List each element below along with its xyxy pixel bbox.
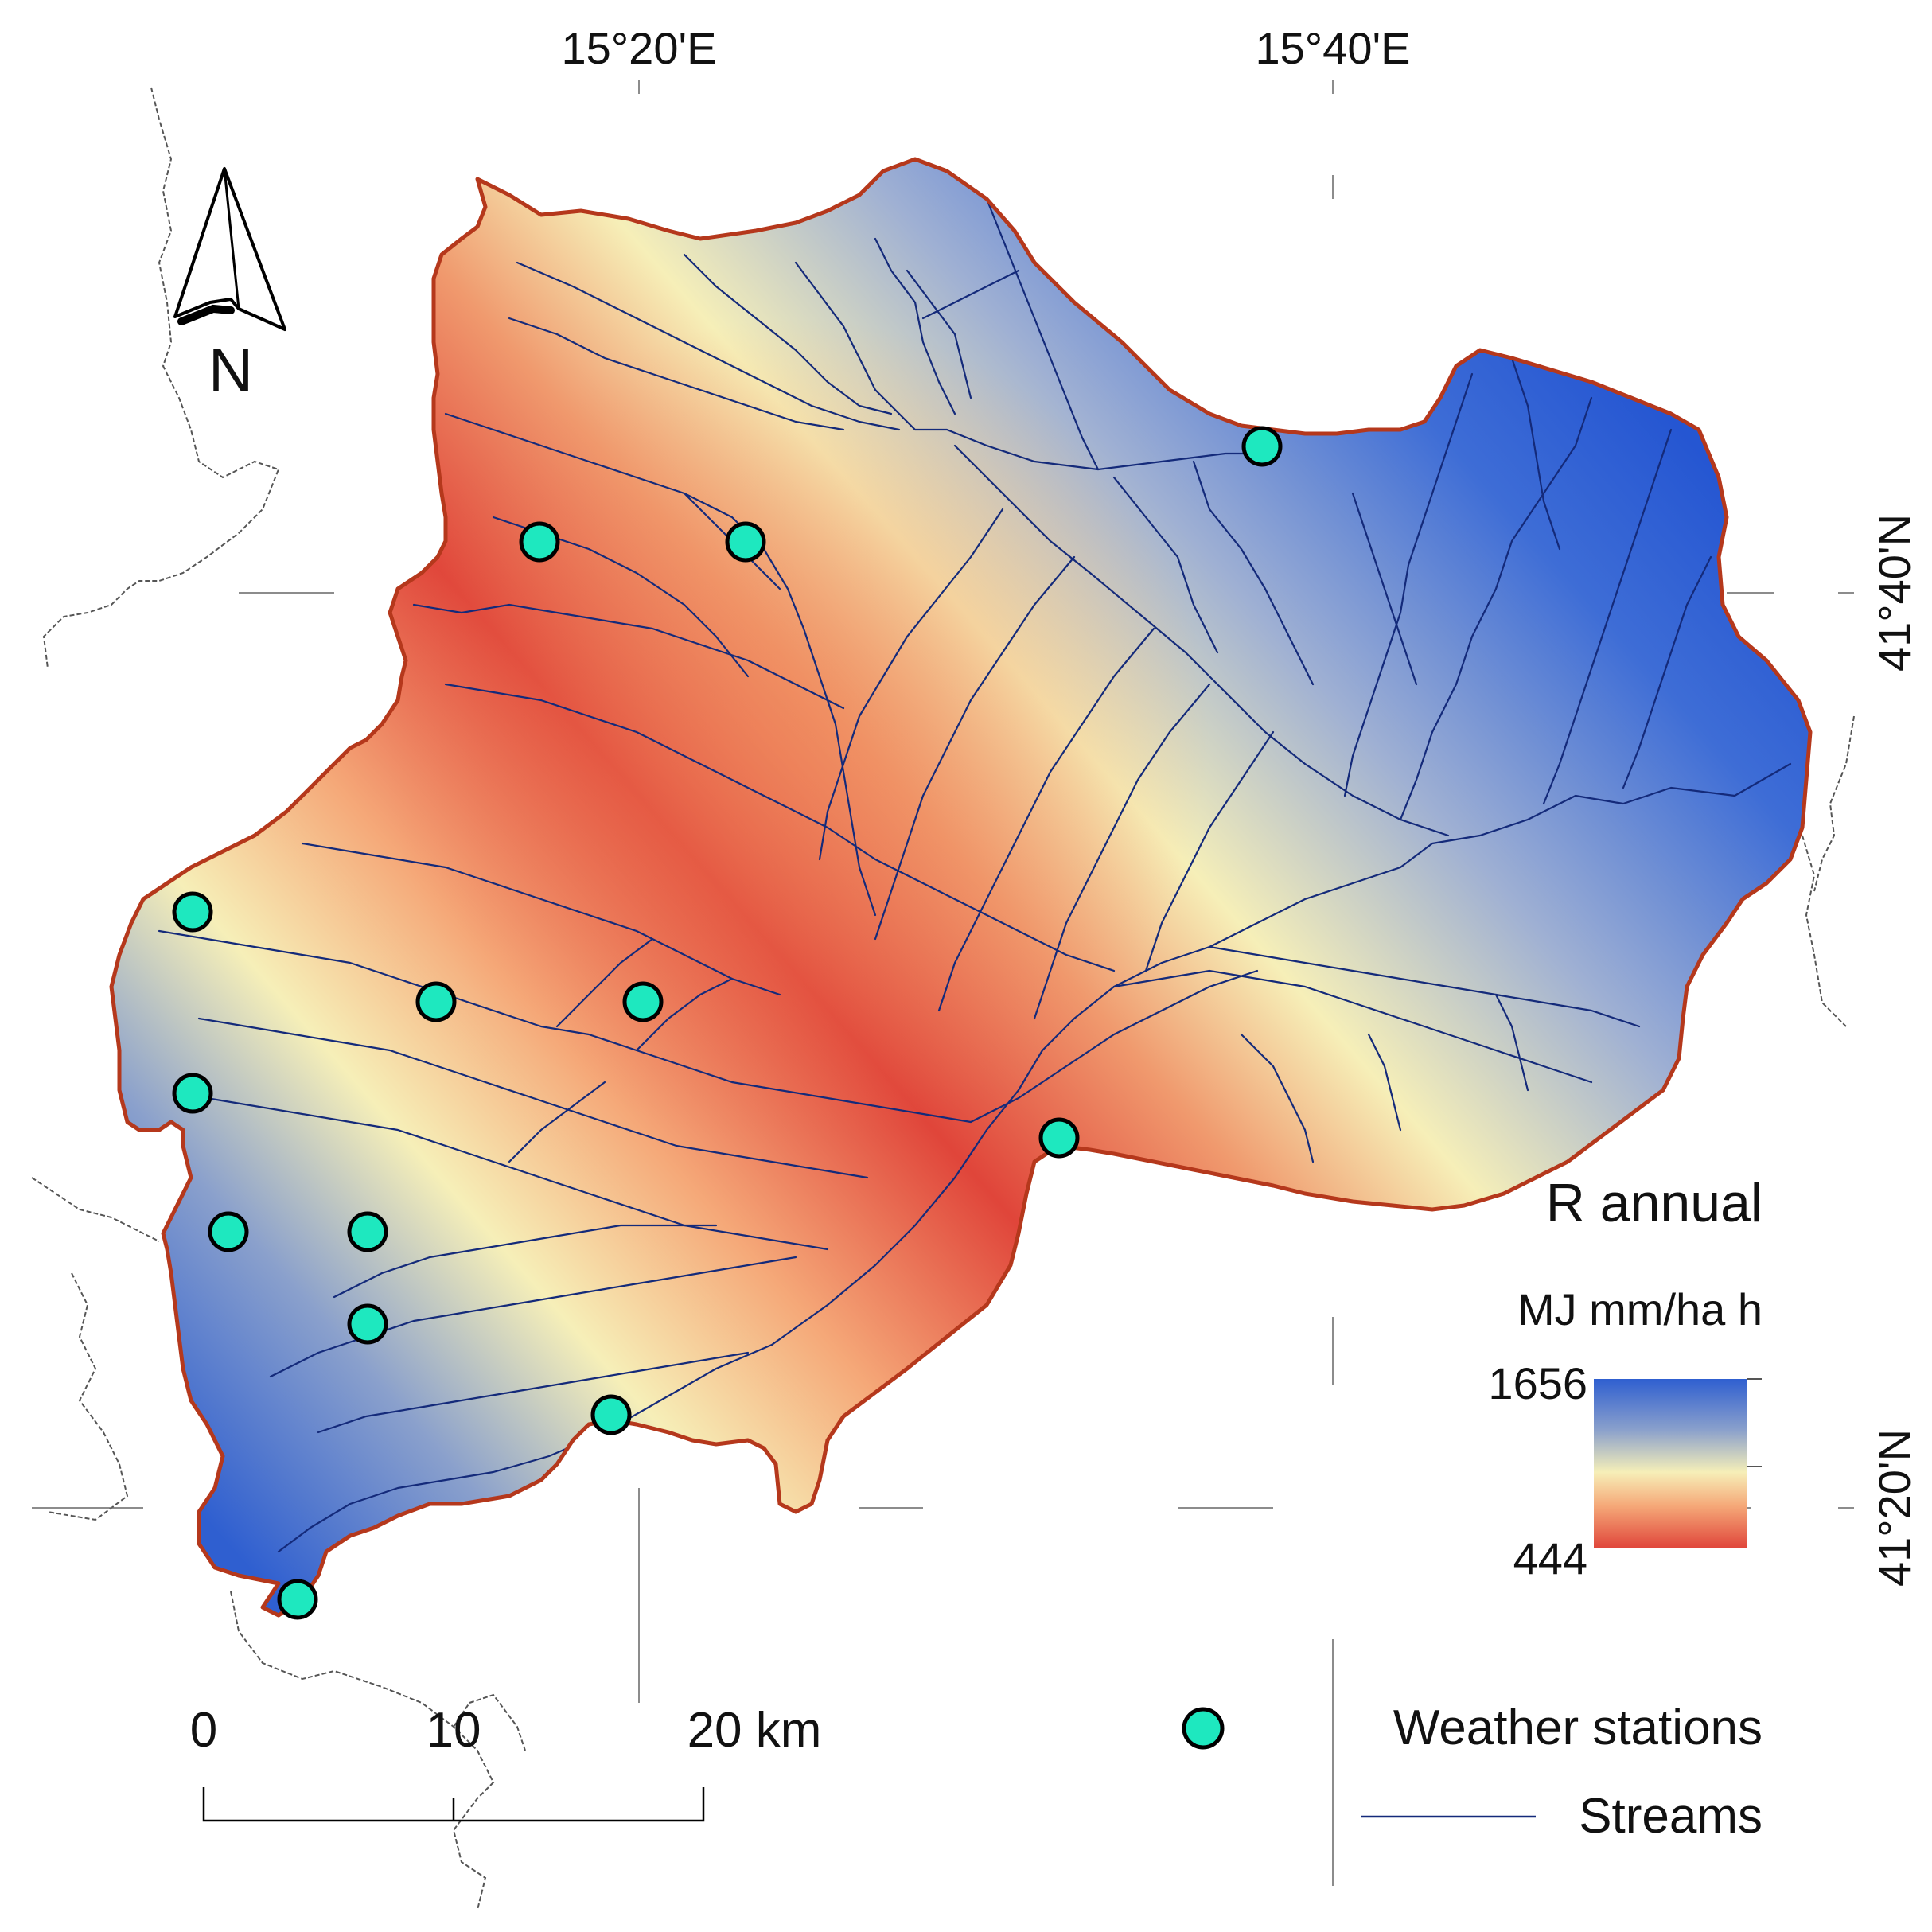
- weather-station[interactable]: [172, 1073, 213, 1114]
- legend-unit: MJ mm/ha h: [1517, 1284, 1763, 1334]
- lon-label-1520: 15°20'E: [561, 23, 716, 73]
- scale-bar: 0 10 20 km: [190, 1703, 822, 1822]
- weather-station[interactable]: [415, 981, 457, 1022]
- lat-label-4140: 41°40'N: [1869, 514, 1919, 672]
- legend-max-label: 1656: [1488, 1358, 1587, 1408]
- weather-station[interactable]: [347, 1211, 388, 1252]
- weather-station[interactable]: [725, 521, 766, 563]
- legend-stations-label: Weather stations: [1393, 1700, 1763, 1755]
- scale-label-20km: 20 km: [687, 1703, 822, 1758]
- weather-stations: [172, 426, 1283, 1620]
- legend-station-symbol: [1182, 1707, 1225, 1750]
- weather-station[interactable]: [590, 1394, 632, 1435]
- basin-boundary: [109, 157, 1813, 1618]
- legend: R annual MJ mm/ha h 1656 444 Weather sta…: [1182, 1173, 1763, 1844]
- scale-label-10: 10: [427, 1703, 481, 1758]
- weather-station[interactable]: [208, 1211, 249, 1252]
- stream-network: [158, 197, 1792, 1553]
- weather-station[interactable]: [622, 981, 664, 1022]
- scale-label-0: 0: [190, 1703, 217, 1758]
- legend-color-ramp: [1594, 1379, 1747, 1548]
- legend-min-label: 444: [1513, 1533, 1587, 1583]
- weather-station[interactable]: [1038, 1117, 1080, 1159]
- legend-title: R annual: [1546, 1173, 1763, 1233]
- lon-label-1540: 15°40'E: [1255, 23, 1410, 73]
- north-arrow-icon: [173, 167, 286, 331]
- weather-station[interactable]: [347, 1303, 388, 1345]
- legend-streams-label: Streams: [1579, 1789, 1763, 1844]
- lat-label-4120: 41°20'N: [1869, 1429, 1919, 1587]
- north-label: N: [208, 335, 253, 405]
- weather-station[interactable]: [1241, 426, 1283, 467]
- weather-station[interactable]: [277, 1579, 318, 1620]
- weather-station[interactable]: [519, 521, 560, 563]
- weather-station[interactable]: [172, 891, 213, 933]
